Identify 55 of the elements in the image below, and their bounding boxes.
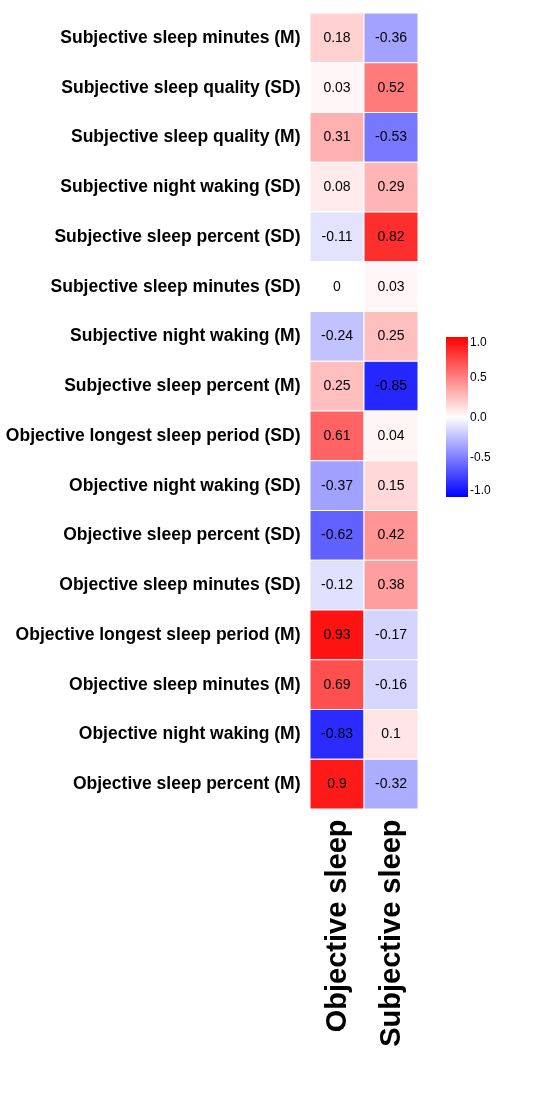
y-tick-label: Subjective night waking (M) [70, 325, 301, 346]
color-bar-label: -0.5 [470, 450, 491, 464]
data-label: -0.36 [375, 28, 408, 45]
data-label: 0.03 [323, 78, 351, 95]
data-label: 0.25 [377, 327, 405, 344]
y-tick-label: Objective night waking (SD) [69, 474, 301, 495]
data-label: 0.15 [377, 476, 405, 493]
data-label: 0.69 [323, 675, 351, 692]
data-label: 0.1 [381, 725, 401, 742]
data-label: -0.62 [321, 526, 354, 543]
y-tick-label: Objective night waking (M) [78, 723, 301, 744]
y-tick-label: Subjective sleep quality (SD) [61, 76, 301, 97]
data-label: 0.29 [377, 178, 405, 195]
y-tick-label: Objective sleep percent (M) [72, 773, 301, 794]
data-label: 0.82 [377, 227, 405, 244]
x-tick-label: Subjective sleep [374, 819, 406, 1047]
data-label: 0.38 [377, 576, 405, 593]
data-label: 0.04 [377, 426, 405, 443]
data-label: 0.18 [323, 28, 351, 45]
data-label: 0.03 [377, 277, 405, 294]
data-label: -0.17 [375, 625, 408, 642]
y-tick-label: Subjective sleep quality (M) [71, 126, 301, 147]
data-label: 0.93 [323, 625, 351, 642]
data-label: 0 [333, 277, 342, 294]
data-label: 0.31 [323, 128, 351, 145]
data-label: -0.85 [375, 377, 408, 394]
color-bar-label: 1.0 [470, 335, 488, 349]
color-bar-label: 0.5 [470, 370, 488, 384]
color-bar-label: 0.0 [470, 410, 488, 424]
y-tick-label: Objective sleep minutes (SD) [59, 574, 301, 595]
data-label: -0.37 [321, 476, 354, 493]
y-tick-label: Subjective night waking (SD) [60, 176, 301, 197]
data-label: -0.24 [321, 327, 354, 344]
data-label: 0.08 [323, 178, 351, 195]
data-label: -0.12 [321, 576, 354, 593]
color-bar-label: -1.0 [470, 483, 491, 497]
data-label: 0.25 [323, 377, 351, 394]
y-tick-label: Objective longest sleep period (SD) [5, 424, 301, 445]
data-label: 0.9 [327, 775, 347, 792]
y-tick-label: Objective sleep percent (SD) [63, 524, 301, 545]
y-tick-label: Subjective sleep percent (M) [64, 375, 301, 396]
y-tick-label: Objective sleep minutes (M) [69, 673, 301, 694]
y-tick-label: Objective longest sleep period (M) [15, 623, 301, 644]
data-label: 0.42 [377, 526, 405, 543]
data-label: -0.53 [375, 128, 408, 145]
y-tick-label: Subjective sleep percent (SD) [54, 225, 301, 246]
y-tick-label: Subjective sleep minutes (SD) [50, 275, 301, 296]
data-label: 0.52 [377, 78, 405, 95]
x-tick-label: Objective sleep [320, 819, 352, 1033]
data-label: -0.11 [321, 227, 353, 244]
data-label: -0.32 [375, 775, 408, 792]
data-label: -0.16 [375, 675, 408, 692]
data-label: 0.61 [323, 426, 351, 443]
y-tick-label: Subjective sleep minutes (M) [60, 26, 301, 47]
data-label: -0.83 [321, 725, 354, 742]
